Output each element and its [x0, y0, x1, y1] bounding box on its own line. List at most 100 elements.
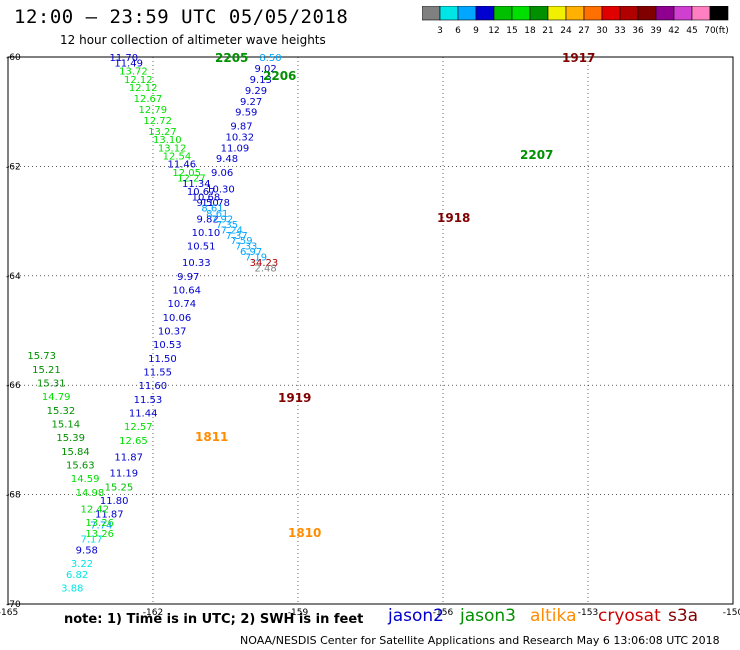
wave-height-label: 15.63: [66, 461, 95, 472]
wave-height-label: 11.44: [129, 409, 158, 420]
wave-height-label: 7.92: [211, 214, 233, 225]
wave-height-label: 6.82: [66, 570, 88, 581]
color-scale-label: 27: [578, 26, 589, 36]
wave-height-label: 10.68: [192, 192, 221, 203]
wave-height-label: 12.54: [163, 151, 192, 162]
y-tick-label: -64: [6, 272, 21, 282]
color-scale-label: 39: [650, 26, 662, 36]
satellite-legend-jason2: jason2: [388, 606, 444, 626]
wave-height-label: 11.19: [110, 469, 139, 480]
wave-height-label: 11.55: [143, 368, 172, 379]
wave-height-label: 14.59: [71, 474, 100, 485]
wave-height-label: 12.12: [124, 75, 153, 86]
wave-height-label: 9.27: [240, 97, 262, 108]
color-scale-label: 70: [704, 26, 716, 36]
wave-height-label: 9.48: [216, 154, 238, 165]
color-scale-label: 33: [614, 26, 625, 36]
y-tick-label: -60: [6, 53, 21, 63]
color-scale-label: 21: [542, 26, 553, 36]
wave-height-label: 7.37: [226, 231, 248, 242]
y-tick-label: -70: [6, 600, 21, 610]
satellite-legend-cryosat: cryosat: [598, 606, 661, 626]
wave-height-label: 8.50: [259, 53, 281, 64]
pass-time-label: 1918: [437, 211, 470, 225]
wave-height-label: 7.19: [245, 253, 267, 264]
x-tick-label: -150: [723, 608, 740, 618]
wave-height-label: 9.82: [197, 214, 219, 225]
x-tick-label: -156: [433, 608, 454, 618]
wave-height-label: 7.17: [81, 534, 103, 545]
wave-height-label: 11.78: [201, 198, 230, 209]
wave-height-label: 9.50: [197, 198, 219, 209]
wave-height-label: 13.10: [153, 135, 182, 146]
color-scale-label: 36: [632, 26, 644, 36]
wave-height-label: 15.31: [37, 378, 66, 389]
color-scale-unit: (ft): [715, 26, 729, 36]
wave-height-label: 12.72: [143, 116, 172, 127]
wave-height-label: 9.06: [211, 168, 233, 179]
color-scale-label: 30: [596, 26, 608, 36]
wave-height-label: 10.74: [168, 299, 197, 310]
color-scale-label: 6: [455, 26, 461, 36]
page-subtitle: 12 hour collection of altimeter wave hei…: [60, 33, 326, 47]
wave-height-label: 11.49: [114, 58, 143, 69]
wave-height-label: 13.26: [85, 529, 114, 540]
wave-height-label: 10.53: [153, 340, 182, 351]
y-tick-label: -68: [6, 491, 21, 501]
wave-height-label: 11.53: [134, 395, 163, 406]
wave-height-label: 9.02: [255, 64, 277, 75]
wave-height-label: 15.21: [32, 365, 61, 376]
wave-height-label: 13.12: [158, 143, 187, 154]
wave-height-label: 34.23: [250, 258, 279, 269]
wave-height-label: 11.60: [139, 381, 168, 392]
wave-height-label: 8.61: [206, 209, 228, 220]
wave-height-label: 7.24: [221, 225, 243, 236]
credit-line: NOAA/NESDIS Center for Satellite Applica…: [240, 634, 720, 647]
pass-time-label: 2206: [263, 69, 296, 83]
pass-time-label: 1811: [195, 430, 228, 444]
wave-height-label: 12.42: [81, 504, 110, 515]
wave-height-label: 10.37: [158, 327, 187, 338]
wave-height-label: 10.64: [172, 285, 201, 296]
wave-height-label: 9.29: [245, 86, 267, 97]
color-scale-label: 18: [524, 26, 536, 36]
color-scale-label: 42: [668, 26, 679, 36]
pass-time-label: 1810: [288, 526, 321, 540]
wave-height-label: 10.32: [226, 132, 255, 143]
page-title: 12:00 – 23:59 UTC 05/05/2018: [14, 6, 349, 28]
footer-note: note: 1) Time is in UTC; 2) SWH is in fe…: [64, 612, 364, 627]
wave-height-label: 9.87: [230, 121, 252, 132]
wave-height-label: 11.70: [110, 53, 139, 64]
color-scale-label: 3: [437, 26, 443, 36]
y-tick-label: -62: [6, 162, 21, 172]
wave-height-label: 7.74: [90, 521, 112, 532]
wave-height-label: 12.79: [139, 105, 168, 116]
wave-height-label: 11.09: [221, 143, 250, 154]
wave-height-label: 15.84: [61, 447, 90, 458]
wave-height-label: 15.25: [105, 482, 134, 493]
x-tick-label: -153: [578, 608, 598, 618]
wave-height-label: 11.34: [182, 179, 211, 190]
wave-height-label: 10.30: [206, 184, 235, 195]
wave-height-label: 12.57: [124, 422, 153, 433]
wave-height-label: 15.14: [52, 419, 81, 430]
wave-height-label: 7.59: [230, 236, 252, 247]
wave-height-label: 12.65: [119, 436, 148, 447]
wave-height-label: 12.27: [177, 173, 206, 184]
wave-height-label: 11.80: [100, 496, 129, 507]
wave-height-label: 13.26: [85, 518, 114, 529]
y-tick-label: -66: [6, 381, 21, 391]
wave-height-label: 11.50: [148, 354, 177, 365]
wave-height-label: 14.79: [42, 392, 71, 403]
wave-height-label: 8.61: [201, 203, 223, 214]
wave-height-label: 11.87: [95, 510, 124, 521]
x-tick-label: -165: [0, 608, 18, 618]
x-tick-label: -162: [143, 608, 163, 618]
wave-height-label: 10.33: [182, 258, 211, 269]
color-scale-label: 12: [488, 26, 499, 36]
wave-height-label: 12.67: [134, 94, 163, 105]
color-scale-label: 15: [506, 26, 517, 36]
wave-height-label: 15.39: [56, 433, 85, 444]
wave-height-label: 15.32: [47, 406, 76, 417]
